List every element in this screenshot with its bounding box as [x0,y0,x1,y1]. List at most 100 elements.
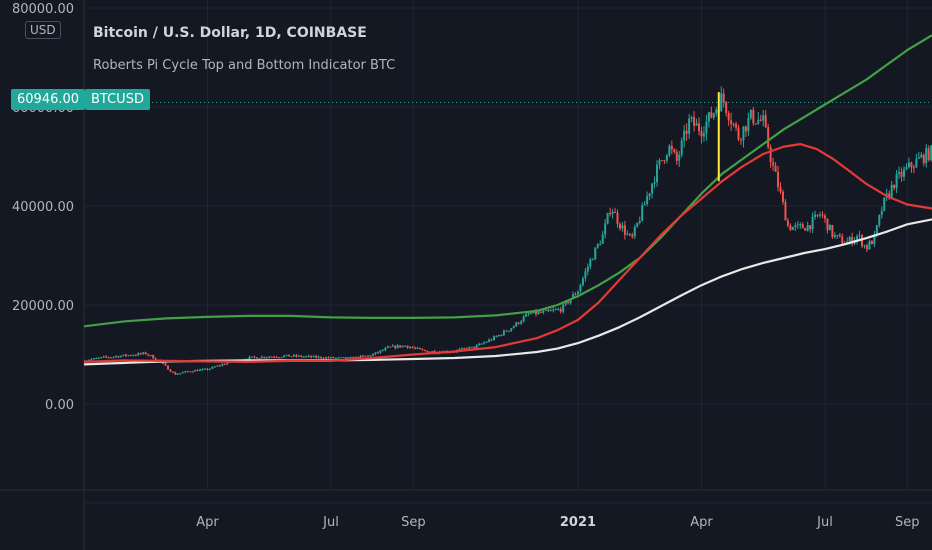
candle-body [260,356,263,359]
candle-body [381,350,384,352]
candle-body [730,120,733,124]
candle-body [359,355,362,359]
candle-body [794,225,797,227]
candle-body [819,214,822,216]
candle-body [643,203,646,206]
candle-body [369,355,372,357]
candle-body [685,130,688,134]
candle-body [411,347,414,349]
candle-body [379,350,382,353]
candle-body [169,369,172,372]
candle-body [107,357,110,359]
candle-body [137,353,140,356]
candle-body [352,357,355,360]
candle-body [423,349,426,351]
candle-body [166,365,169,370]
candle-body [347,357,350,359]
candle-body [112,356,115,358]
currency-badge[interactable]: USD [25,21,61,39]
red-ma-line [84,143,932,363]
candle-body [199,369,202,372]
candle-body [362,355,365,357]
candle-body [865,245,868,250]
candle-body [732,123,735,125]
candle-body [579,285,582,292]
candle-body [739,139,742,141]
candle-body [698,123,701,131]
candle-body [288,354,291,357]
candle-body [930,145,932,161]
x-tick-label: Jul [322,515,339,530]
candle-body [176,373,179,375]
candle-body [248,356,251,360]
candle-body [670,145,673,150]
candle-body [325,357,328,359]
candle-body [581,278,584,286]
candle-body [485,341,488,343]
candle-body [591,259,594,261]
candle-body [695,123,698,126]
plot-area[interactable] [83,34,932,375]
candle-body [878,214,881,226]
candle-body [154,358,157,360]
candle-body [690,117,693,119]
candle-body [384,347,387,351]
candle-body [658,160,661,165]
candle-body [283,355,286,358]
candle-body [663,160,666,162]
indicator-title[interactable]: Roberts Pi Cycle Top and Bottom Indicato… [93,58,396,73]
candle-body [838,234,841,237]
candle-body [416,347,419,349]
candle-body [179,373,182,375]
candle-body [828,225,831,231]
candle-body [710,112,713,118]
candle-body [616,212,619,224]
candle-body [105,356,108,358]
candle-body [367,355,370,357]
candle-body [495,336,498,338]
candle-body [584,271,587,279]
candle-body [809,225,812,230]
candle-body [399,345,402,348]
candle-body [468,347,471,350]
candle-body [722,93,725,103]
y-tick-label: 20000.00 [12,299,74,314]
candle-body [848,236,851,242]
candle-body [870,241,873,245]
candle-body [895,174,898,189]
candle-body [826,218,829,231]
chart-title[interactable]: Bitcoin / U.S. Dollar, 1D, COINBASE [93,25,367,41]
candle-body [784,202,787,221]
candle-body [910,162,913,168]
candle-body [149,355,152,357]
x-tick-label: Jul [816,515,833,530]
candle-body [604,223,607,235]
candle-body [915,158,918,168]
candle-body [339,357,342,359]
candle-body [599,243,602,245]
candle-body [633,226,636,237]
candle-body [744,126,747,132]
candle-body [636,222,639,227]
candle-body [418,347,421,350]
candle-body [693,117,696,126]
candle-body [811,216,814,230]
candle-body [576,291,579,295]
candle-body [275,357,278,359]
candle-body [569,299,572,304]
candle-body [564,301,567,305]
candle-body [463,348,466,350]
symbol-label: BTCUSD [85,89,150,110]
candle-body [208,368,211,370]
candle-body [401,345,404,348]
candle-body [737,127,740,140]
candle-body [322,358,325,360]
candle-body [522,316,525,322]
candle-body [596,244,599,248]
candle-body [413,347,416,349]
candle-body [720,93,723,112]
candle-body [534,310,537,315]
